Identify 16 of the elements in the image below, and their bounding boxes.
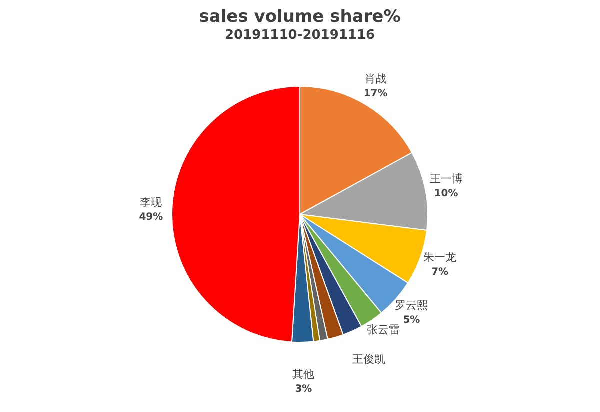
slice-label: 张云雷 (367, 324, 400, 337)
data-label: 7% (432, 266, 449, 278)
data-label: 17% (364, 88, 388, 100)
chart-title: sales volume share% (199, 7, 401, 27)
data-label: 5% (403, 314, 420, 326)
slice-label: 肖战 (364, 72, 387, 86)
slice-label: 朱一龙 (424, 250, 457, 264)
slice-label: 其他 (292, 368, 315, 381)
data-label: 49% (139, 212, 164, 223)
slice-label: 李现 (140, 196, 162, 209)
slice-label: 罗云熙 (395, 298, 428, 312)
slice-label: 王俊凯 (352, 353, 386, 366)
data-label: 10% (434, 188, 458, 200)
data-label: 3% (295, 384, 312, 395)
slice-label: 王一博 (430, 172, 463, 186)
chart-subtitle: 20191110-20191116 (224, 28, 376, 43)
